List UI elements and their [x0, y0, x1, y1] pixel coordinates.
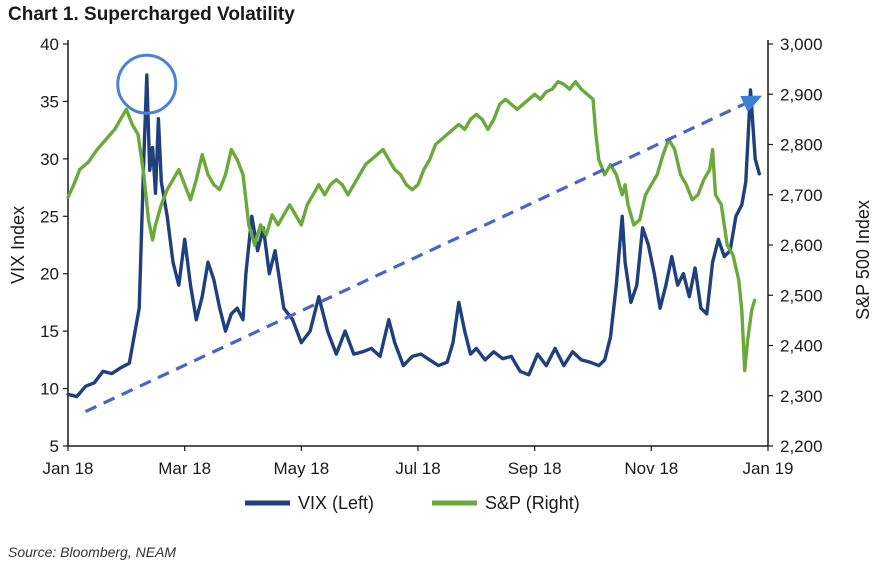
x-tick-label: Jan 19 [742, 459, 793, 478]
right-tick-label: 2,300 [780, 387, 823, 406]
right-tick-label: 2,400 [780, 337, 823, 356]
series-layer [66, 73, 761, 399]
left-tick-label: 35 [40, 92, 59, 111]
x-tick-label: Jul 18 [395, 459, 440, 478]
right-tick-label: 2,800 [780, 136, 823, 155]
x-tick-label: May 18 [273, 459, 329, 478]
right-tick-label: 2,500 [780, 286, 823, 305]
right-tick-label: 2,900 [780, 85, 823, 104]
right-tick-label: 3,000 [780, 35, 823, 54]
right-axis-title: S&P 500 Index [853, 200, 873, 320]
vix-spike-circle [116, 53, 178, 115]
source-note: Source: Bloomberg, NEAM [8, 544, 177, 560]
left-tick-label: 40 [40, 35, 59, 54]
sp-series-line [66, 80, 757, 373]
right-tick-label: 2,700 [780, 186, 823, 205]
annotation-layer [84, 53, 763, 413]
legend: VIX (Left) S&P (Right) [245, 493, 580, 513]
left-tick-label: 30 [40, 150, 59, 169]
left-tick-label: 25 [40, 207, 59, 226]
axes-layer: 5 10 15 20 25 30 35 40 2,200 2,300 2,400 2,500 2,600… [8, 35, 873, 478]
trend-arrow-head [740, 95, 763, 113]
legend-vix-label: VIX (Left) [298, 493, 374, 513]
legend-sp-label: S&P (Right) [485, 493, 580, 513]
left-tick-label: 20 [40, 265, 59, 284]
trend-arrow-line [84, 102, 745, 413]
right-tick-label: 2,200 [780, 437, 823, 456]
left-tick-label: 15 [40, 322, 59, 341]
left-tick-label: 5 [50, 437, 59, 456]
x-tick-label: Nov 18 [624, 459, 678, 478]
chart-title: Chart 1. Supercharged Volatility [8, 4, 295, 25]
left-axis-title: VIX Index [8, 206, 28, 284]
right-tick-label: 2,600 [780, 236, 823, 255]
vix-series-line [66, 73, 761, 399]
x-tick-label: Jan 18 [42, 459, 93, 478]
x-tick-label: Sep 18 [508, 459, 562, 478]
x-tick-label: Mar 18 [158, 459, 211, 478]
left-tick-label: 10 [40, 380, 59, 399]
